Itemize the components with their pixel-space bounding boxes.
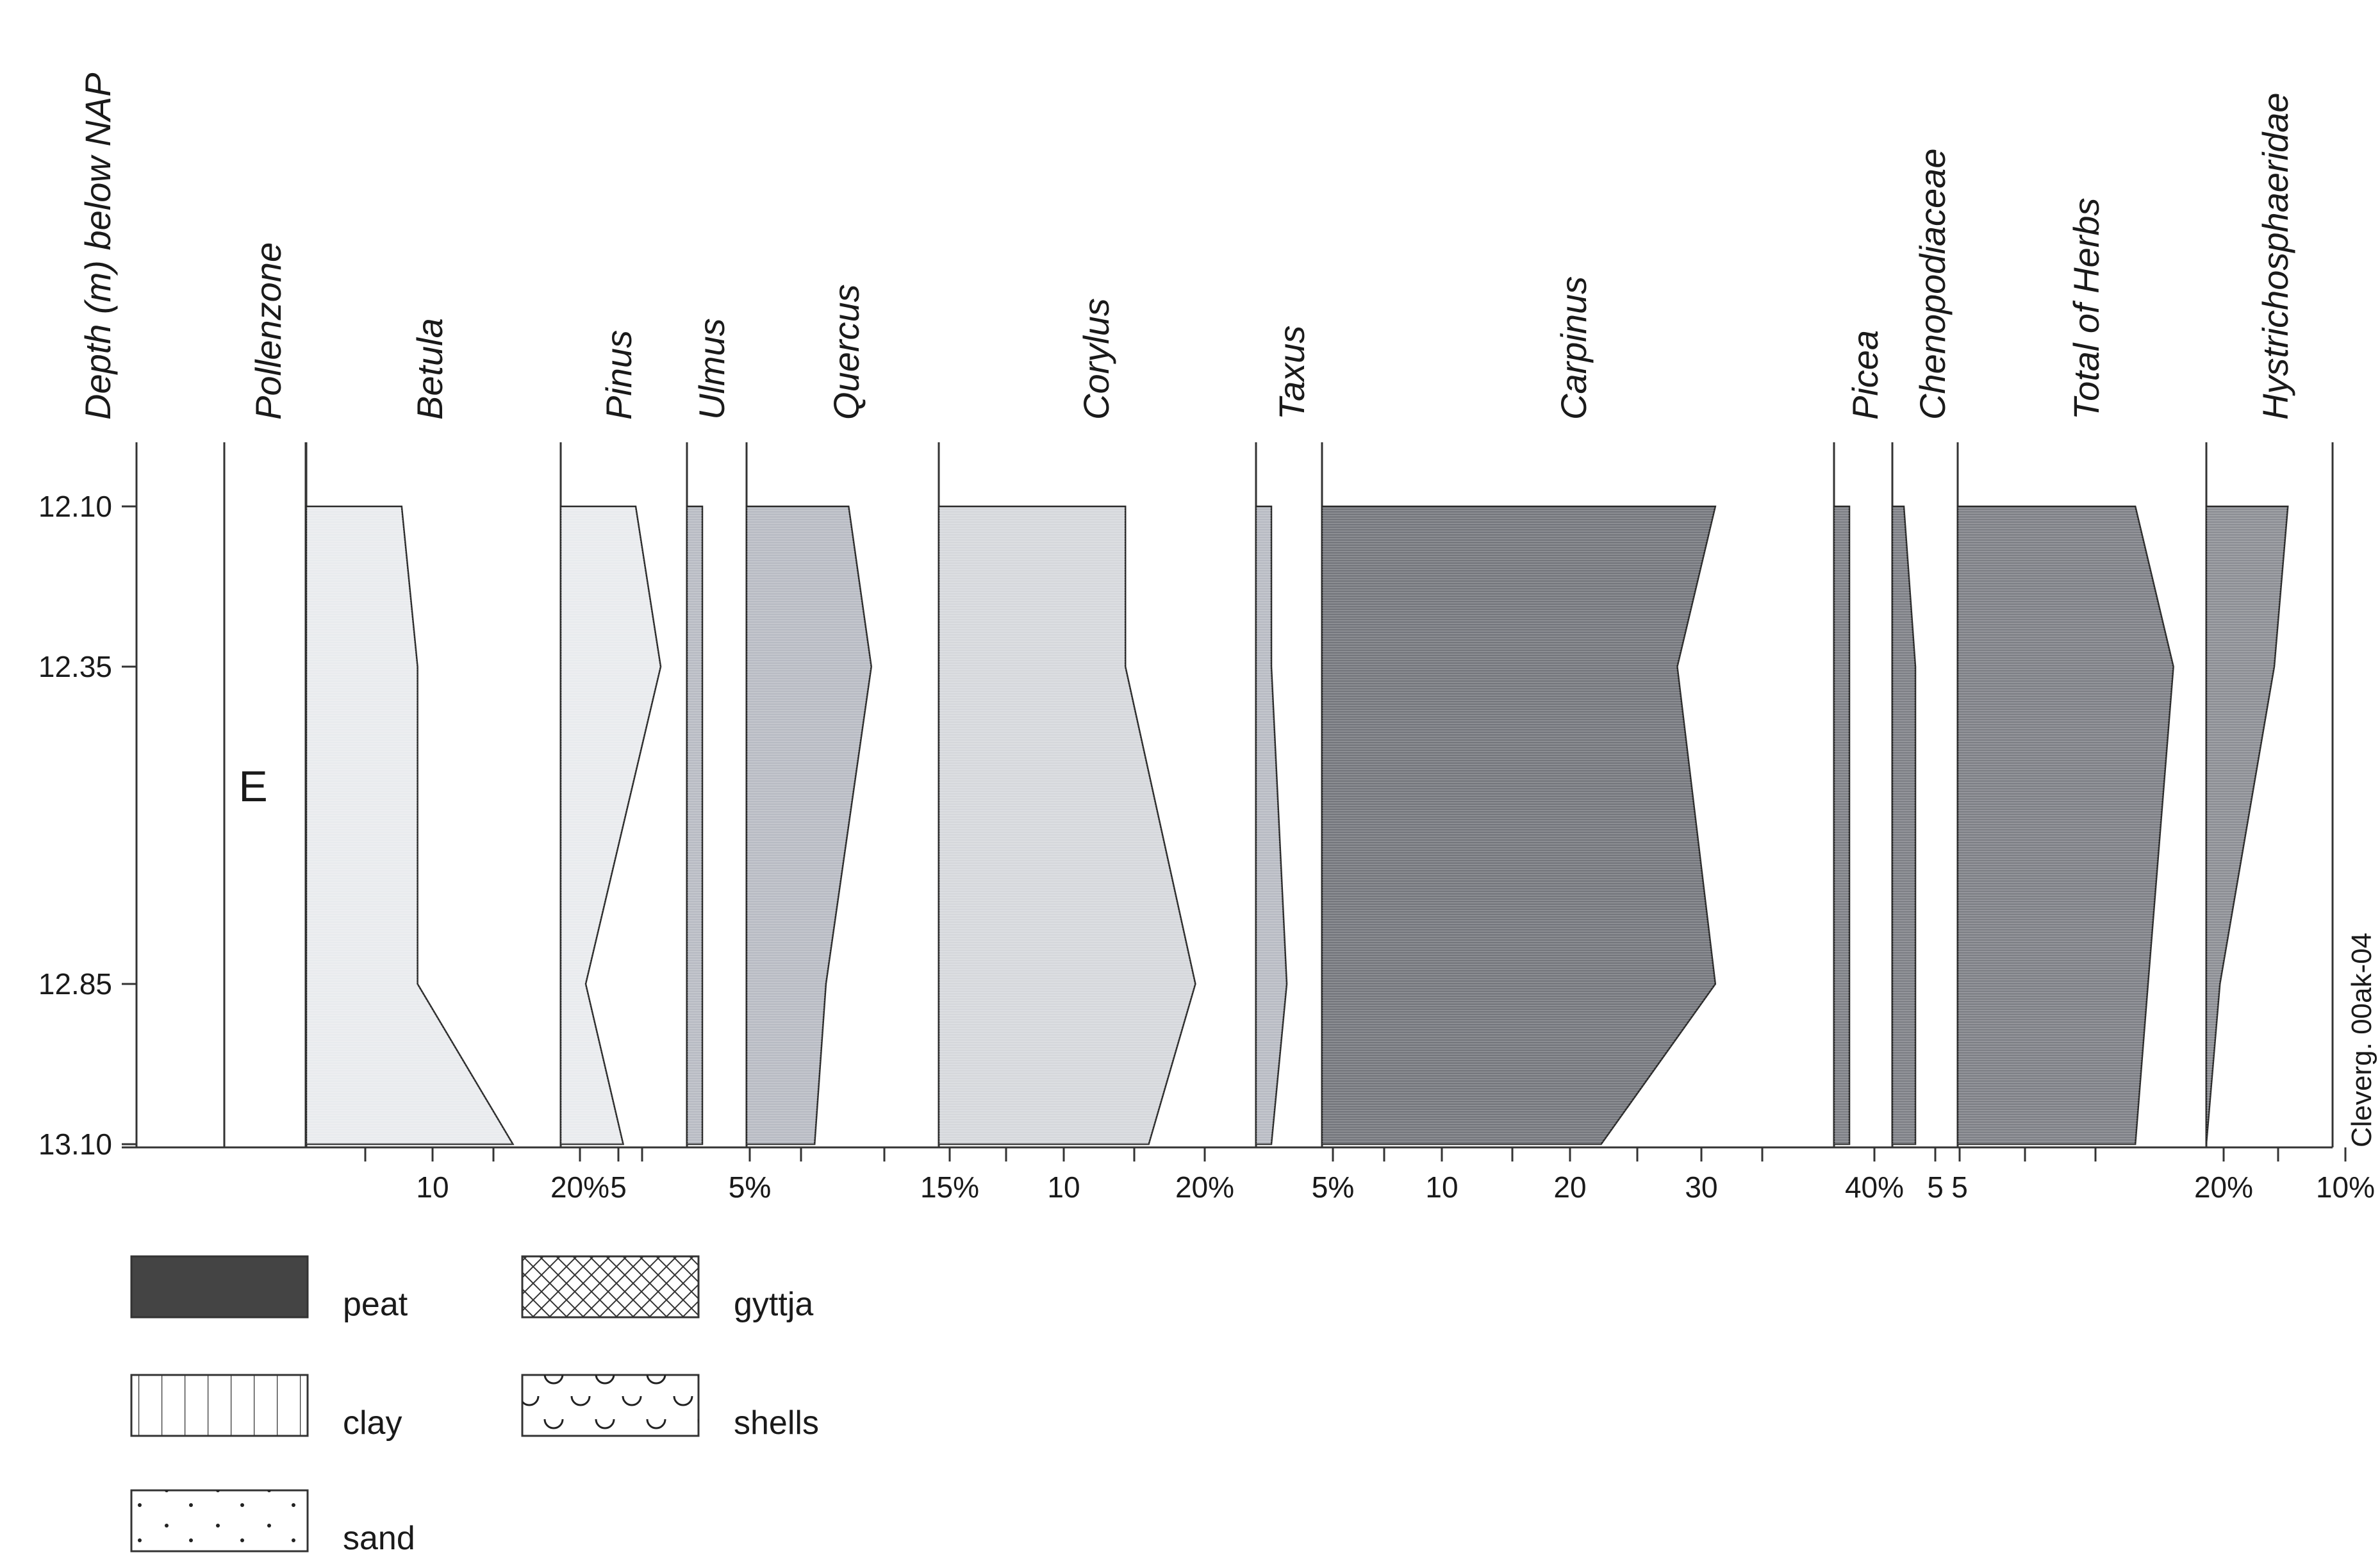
chenopodiaceae-header: Chenopodiaceae bbox=[1912, 149, 1953, 420]
hystrichosphaeridae-scale-label: 10% bbox=[2316, 1170, 2375, 1204]
betula-curve-texture bbox=[306, 506, 513, 1144]
hystrichosphaeridae-curve-texture bbox=[2206, 506, 2288, 1144]
taxus-curve-texture bbox=[1256, 506, 1287, 1144]
ulmus-header: Ulmus bbox=[691, 318, 732, 420]
legend-swatch-pattern-sand bbox=[131, 1490, 308, 1551]
y-axis-label: Depth (m) below NAP bbox=[78, 72, 118, 420]
quercus-header: Quercus bbox=[826, 284, 866, 420]
corylus-header: Corylus bbox=[1076, 298, 1116, 420]
picea-curve-texture bbox=[1834, 506, 1849, 1144]
taxus-header: Taxus bbox=[1271, 326, 1312, 420]
total-of-herbs-header: Total of Herbs bbox=[2066, 197, 2106, 420]
legend-swatch-peat bbox=[130, 1255, 309, 1319]
depth-tick-label: 12.85 bbox=[38, 967, 112, 1001]
betula-scale-label: 10 bbox=[416, 1170, 449, 1204]
betula-scale-label: 20% bbox=[550, 1170, 609, 1204]
legend-label-gyttja: gyttja bbox=[734, 1286, 813, 1323]
quercus-scale-label: 5% bbox=[729, 1170, 771, 1204]
total-of-herbs-curve-texture bbox=[1958, 506, 2174, 1144]
depth-tick-label: 12.10 bbox=[38, 490, 112, 523]
taxon-curves bbox=[305, 442, 2289, 1147]
legend: peat gyttja clay shells sand bbox=[130, 1255, 819, 1557]
pollenzone-value: E bbox=[238, 762, 267, 811]
taxon-headers: Betula Pinus Ulmus Quercus Corylus Taxus Carpi… bbox=[409, 93, 2295, 420]
depth-ticks: 12.10 12.35 12.85 13.10 bbox=[38, 490, 136, 1161]
betula-header: Betula bbox=[409, 318, 450, 420]
side-label: Cleverg. 00ak-04 bbox=[2346, 933, 2377, 1147]
carpinus-scale-label: 30 bbox=[1685, 1170, 1717, 1204]
legend-label-clay: clay bbox=[343, 1404, 402, 1442]
picea-header: Picea bbox=[1845, 330, 1885, 420]
depth-tick-label: 12.35 bbox=[38, 650, 112, 683]
carpinus-header: Carpinus bbox=[1553, 276, 1594, 420]
carpinus-scale-label: 10 bbox=[1425, 1170, 1458, 1204]
legend-swatch-pattern-gyttja bbox=[522, 1256, 698, 1317]
pinus-scale-label: 5 bbox=[610, 1170, 627, 1204]
carpinus-scale-label: 5% bbox=[1312, 1170, 1354, 1204]
pinus-header: Pinus bbox=[599, 330, 639, 420]
legend-label-shells: shells bbox=[734, 1404, 819, 1442]
pinus-curve-texture bbox=[561, 506, 661, 1144]
corylus-curve-texture bbox=[939, 506, 1196, 1144]
legend-swatch-pattern-clay bbox=[131, 1375, 308, 1436]
quercus-curve-texture bbox=[747, 506, 872, 1144]
legend-label-peat: peat bbox=[343, 1286, 408, 1323]
picea-scale-label: 40% bbox=[1845, 1170, 1904, 1204]
legend-label-sand: sand bbox=[343, 1520, 415, 1557]
corylus-scale-label: 20% bbox=[1175, 1170, 1234, 1204]
pollenzone-label: Pollenzone bbox=[248, 242, 288, 420]
depth-tick-label: 13.10 bbox=[38, 1128, 112, 1161]
ulmus-scale-label: 5% bbox=[729, 1170, 771, 1204]
carpinus-curve-texture bbox=[1322, 506, 1715, 1144]
corylus-scale-label: 10 bbox=[1047, 1170, 1080, 1204]
carpinus-scale-label: 20 bbox=[1553, 1170, 1586, 1204]
chenopodiaceae-scale-label: 5 bbox=[1927, 1170, 1944, 1204]
total-of-herbs-scale-label: 5 bbox=[1951, 1170, 1968, 1204]
ulmus-curve-texture bbox=[687, 506, 702, 1144]
chenopodiaceae-curve-texture bbox=[1892, 506, 1915, 1144]
total-of-herbs-scale-label: 20% bbox=[2194, 1170, 2253, 1204]
hystrichosphaeridae-header: Hystrichosphaeridae bbox=[2255, 93, 2295, 420]
corylus-scale-label: 15% bbox=[920, 1170, 979, 1204]
scale-ticks: 10 20% 5 5%5% 15% 10 20% 5%5% 10 20 30 40% 5 5 20% 10% bbox=[364, 1147, 2375, 1204]
taxus-scale-label: 5% bbox=[1312, 1170, 1354, 1204]
legend-swatch-pattern-shells bbox=[522, 1375, 698, 1436]
